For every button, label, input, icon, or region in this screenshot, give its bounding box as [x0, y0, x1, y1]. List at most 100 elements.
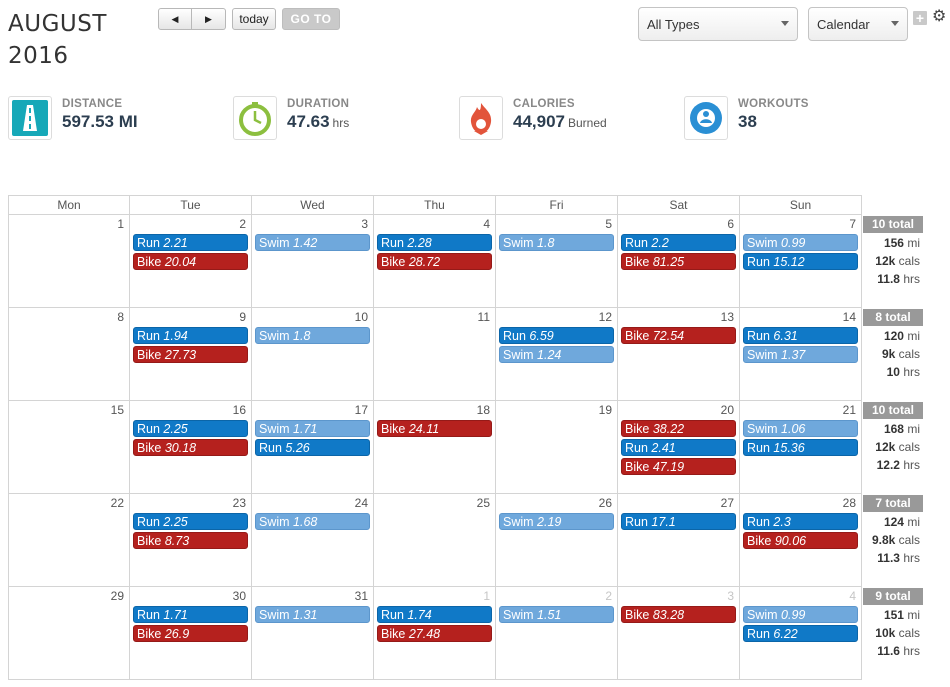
day-events: Run 2.28 Bike 28.72 [377, 234, 492, 272]
calendar-day[interactable]: 7 Swim 0.99 Run 15.12 [740, 215, 862, 308]
workout-event-run[interactable]: Run 2.3 [743, 513, 858, 530]
calendar-day[interactable]: 10 Swim 1.8 [252, 308, 374, 401]
workout-type: Run [625, 441, 648, 455]
calendar-day[interactable]: 29 [8, 587, 130, 680]
calendar-day[interactable]: 2 Swim 1.51 [496, 587, 618, 680]
workout-event-bike[interactable]: Bike 24.11 [377, 420, 492, 437]
today-button[interactable]: today [232, 8, 276, 30]
summary-value: 10 [886, 365, 900, 379]
workout-event-bike[interactable]: Bike 8.73 [133, 532, 248, 549]
calendar-day[interactable]: 22 [8, 494, 130, 587]
week-summary-cals: 12k cals [863, 440, 923, 455]
workout-event-bike[interactable]: Bike 27.73 [133, 346, 248, 363]
calendar-day[interactable]: 8 [8, 308, 130, 401]
calendar-day[interactable]: 26 Swim 2.19 [496, 494, 618, 587]
workout-event-bike[interactable]: Bike 28.72 [377, 253, 492, 270]
calendar-day[interactable]: 11 [374, 308, 496, 401]
workout-event-run[interactable]: Run 2.41 [621, 439, 736, 456]
goto-button[interactable]: GO TO [282, 8, 340, 30]
calendar-day[interactable]: 31 Swim 1.31 [252, 587, 374, 680]
calendar-day[interactable]: 12 Run 6.59 Swim 1.24 [496, 308, 618, 401]
workout-event-swim[interactable]: Swim 1.42 [255, 234, 370, 251]
calendar-day[interactable]: 3 Bike 83.28 [618, 587, 740, 680]
calendar-day[interactable]: 15 [8, 401, 130, 494]
workout-value: 2.19 [537, 515, 562, 529]
workout-event-swim[interactable]: Swim 1.24 [499, 346, 614, 363]
calendar-day[interactable]: 3 Swim 1.42 [252, 215, 374, 308]
workout-event-bike[interactable]: Bike 20.04 [133, 253, 248, 270]
calendar-day[interactable]: 9 Run 1.94 Bike 27.73 [130, 308, 252, 401]
workout-event-bike[interactable]: Bike 83.28 [621, 606, 736, 623]
prev-month-button[interactable]: ◀ [158, 8, 192, 30]
workout-event-swim[interactable]: Swim 1.51 [499, 606, 614, 623]
gear-icon[interactable]: ⚙ [932, 8, 947, 25]
calendar-day[interactable]: 6 Run 2.2 Bike 81.25 [618, 215, 740, 308]
workout-event-run[interactable]: Run 2.2 [621, 234, 736, 251]
workout-event-run[interactable]: Run 2.25 [133, 420, 248, 437]
workout-event-bike[interactable]: Bike 81.25 [621, 253, 736, 270]
workout-event-run[interactable]: Run 15.36 [743, 439, 858, 456]
workout-type: Bike [137, 348, 162, 362]
workout-event-swim[interactable]: Swim 1.8 [255, 327, 370, 344]
workout-event-bike[interactable]: Bike 26.9 [133, 625, 248, 642]
workout-event-run[interactable]: Run 1.71 [133, 606, 248, 623]
workout-event-run[interactable]: Run 5.26 [255, 439, 370, 456]
workout-value: 30.18 [164, 441, 197, 455]
calendar-day[interactable]: 2 Run 2.21 Bike 20.04 [130, 215, 252, 308]
calendar-day[interactable]: 14 Run 6.31 Swim 1.37 [740, 308, 862, 401]
workout-event-swim[interactable]: Swim 1.06 [743, 420, 858, 437]
day-number: 2 [605, 589, 612, 603]
calendar-day[interactable]: 23 Run 2.25 Bike 8.73 [130, 494, 252, 587]
summary-value: 12k [875, 254, 896, 268]
calendar-day[interactable]: 19 [496, 401, 618, 494]
workout-event-swim[interactable]: Swim 1.68 [255, 513, 370, 530]
workout-event-run[interactable]: Run 6.59 [499, 327, 614, 344]
calendar-day[interactable]: 20 Bike 38.22 Run 2.41 Bike 47.19 [618, 401, 740, 494]
type-filter-select[interactable]: All Types [638, 7, 798, 41]
workout-event-swim[interactable]: Swim 1.37 [743, 346, 858, 363]
calendar-day[interactable]: 21 Swim 1.06 Run 15.36 [740, 401, 862, 494]
calendar-day[interactable]: 4 Swim 0.99 Run 6.22 [740, 587, 862, 680]
calendar-day[interactable]: 5 Swim 1.8 [496, 215, 618, 308]
workout-event-run[interactable]: Run 2.21 [133, 234, 248, 251]
calendar-day[interactable]: 13 Bike 72.54 [618, 308, 740, 401]
day-number: 7 [849, 217, 856, 231]
workout-event-run[interactable]: Run 1.94 [133, 327, 248, 344]
workout-event-bike[interactable]: Bike 38.22 [621, 420, 736, 437]
calendar-day[interactable]: 1 Run 1.74 Bike 27.48 [374, 587, 496, 680]
calendar-day[interactable]: 1 [8, 215, 130, 308]
day-events: Run 1.74 Bike 27.48 [377, 606, 492, 644]
calendar-day[interactable]: 30 Run 1.71 Bike 26.9 [130, 587, 252, 680]
calendar-day[interactable]: 16 Run 2.25 Bike 30.18 [130, 401, 252, 494]
workout-event-swim[interactable]: Swim 1.71 [255, 420, 370, 437]
calendar-day[interactable]: 28 Run 2.3 Bike 90.06 [740, 494, 862, 587]
workout-event-run[interactable]: Run 2.28 [377, 234, 492, 251]
workout-event-bike[interactable]: Bike 72.54 [621, 327, 736, 344]
workout-event-swim[interactable]: Swim 1.31 [255, 606, 370, 623]
workout-event-run[interactable]: Run 6.31 [743, 327, 858, 344]
workout-event-bike[interactable]: Bike 47.19 [621, 458, 736, 475]
calendar-day[interactable]: 4 Run 2.28 Bike 28.72 [374, 215, 496, 308]
workout-event-swim[interactable]: Swim 1.8 [499, 234, 614, 251]
workout-event-bike[interactable]: Bike 27.48 [377, 625, 492, 642]
calendar-day[interactable]: 17 Swim 1.71 Run 5.26 [252, 401, 374, 494]
next-month-button[interactable]: ▶ [192, 8, 226, 30]
workout-event-swim[interactable]: Swim 2.19 [499, 513, 614, 530]
calendar-day[interactable]: 24 Swim 1.68 [252, 494, 374, 587]
view-select[interactable]: Calendar [808, 7, 908, 41]
add-button[interactable]: + [913, 11, 927, 25]
workout-event-run[interactable]: Run 17.1 [621, 513, 736, 530]
workout-event-run[interactable]: Run 2.25 [133, 513, 248, 530]
calendar-day[interactable]: 18 Bike 24.11 [374, 401, 496, 494]
workout-event-bike[interactable]: Bike 30.18 [133, 439, 248, 456]
calendar-week: 1 2 Run 2.21 Bike 20.04 3 Swim 1.42 4 Run 2.28 B… [8, 215, 863, 308]
workout-event-swim[interactable]: Swim 0.99 [743, 606, 858, 623]
workout-event-bike[interactable]: Bike 90.06 [743, 532, 858, 549]
workout-event-run[interactable]: Run 6.22 [743, 625, 858, 642]
workout-event-swim[interactable]: Swim 0.99 [743, 234, 858, 251]
calendar-day[interactable]: 25 [374, 494, 496, 587]
workout-event-run[interactable]: Run 15.12 [743, 253, 858, 270]
calendar-day[interactable]: 27 Run 17.1 [618, 494, 740, 587]
workout-type: Swim [503, 236, 534, 250]
workout-event-run[interactable]: Run 1.74 [377, 606, 492, 623]
